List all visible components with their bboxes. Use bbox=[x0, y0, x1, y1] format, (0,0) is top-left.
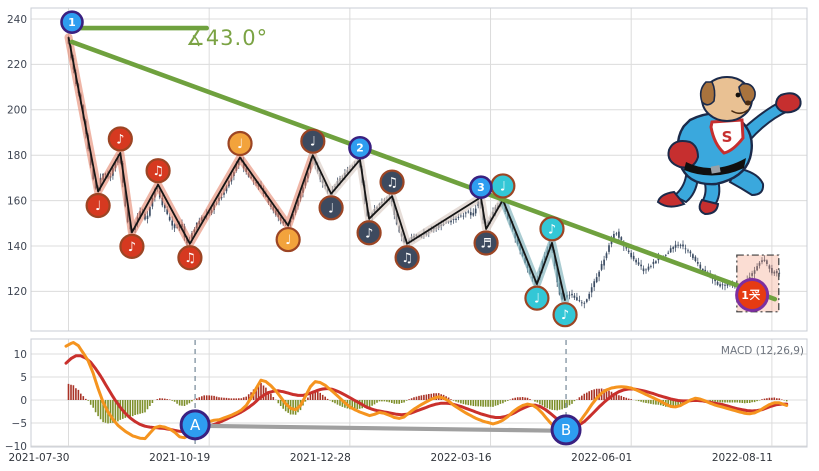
macd-panel-border bbox=[30, 338, 808, 448]
mascot-buckle bbox=[710, 165, 721, 174]
pivot-note-marker bbox=[107, 126, 133, 152]
y-axis-tick-label: 160 bbox=[7, 195, 27, 207]
macd-point-label: A bbox=[190, 416, 201, 434]
glyph-stroke bbox=[752, 291, 755, 294]
note-icon: ♫ bbox=[386, 176, 398, 191]
macd-histogram bbox=[67, 383, 788, 424]
note-icon: ♪ bbox=[365, 226, 373, 241]
y-axis-tick-label: 220 bbox=[7, 59, 27, 71]
y-axis-tick-label: 120 bbox=[7, 286, 27, 298]
glyph-stroke bbox=[750, 289, 760, 294]
mascot-superdog-image: S bbox=[656, 76, 802, 216]
y-axis-tick-label: 200 bbox=[7, 105, 27, 117]
mascot-fist bbox=[774, 92, 802, 114]
note-icon: ♫ bbox=[152, 164, 164, 179]
macd-y-tick-label: 10 bbox=[14, 349, 27, 361]
mascot-shield bbox=[709, 118, 745, 155]
note-icon: ♫ bbox=[401, 251, 413, 266]
pivot-note-marker bbox=[119, 233, 145, 259]
note-icon: ♪ bbox=[561, 308, 569, 323]
main-panel-border bbox=[30, 7, 808, 332]
macd-y-tick-label: −10 bbox=[5, 441, 27, 453]
note-icon: ♩ bbox=[328, 201, 334, 216]
wave-number-marker bbox=[469, 175, 493, 199]
x-axis-date-label: 2021-10-19 bbox=[149, 452, 210, 464]
ab-connector-line bbox=[195, 423, 567, 433]
pivot-note-marker bbox=[539, 216, 565, 242]
note-icon: ♪ bbox=[116, 132, 124, 147]
wave-number-label: 2 bbox=[356, 142, 364, 155]
macd-point-marker bbox=[550, 414, 582, 446]
note-icon: ♩ bbox=[237, 137, 243, 152]
pivot-note-marker bbox=[473, 230, 499, 256]
pivot-note-marker bbox=[394, 245, 420, 271]
mascot-ear bbox=[699, 81, 716, 106]
macd-point-marker bbox=[179, 409, 211, 441]
glyph-stroke bbox=[754, 294, 760, 301]
buy-character-glyph bbox=[749, 289, 761, 301]
note-icon: ♩ bbox=[534, 292, 540, 307]
pivot-note-marker bbox=[227, 130, 253, 157]
pivot-note-marker bbox=[275, 226, 301, 253]
pivot-note-marker bbox=[318, 195, 344, 221]
mascot-nose bbox=[745, 100, 751, 106]
macd-point-label: B bbox=[561, 421, 571, 439]
macd-y-tick-label: 5 bbox=[20, 372, 27, 384]
buy-marker-number: 1 bbox=[741, 289, 749, 302]
mascot-mouth bbox=[731, 109, 749, 115]
macd-lines bbox=[64, 341, 789, 441]
pivot-note-marker bbox=[524, 285, 550, 311]
mascot-belt bbox=[684, 158, 746, 176]
pivot-note-marker bbox=[145, 158, 171, 184]
pivot-note-marker bbox=[300, 128, 326, 154]
zigzag-halo-pale bbox=[308, 151, 507, 248]
pivot-note-marker bbox=[356, 220, 382, 246]
y-axis-tick-label: 240 bbox=[7, 14, 27, 26]
mascot-boot bbox=[656, 190, 686, 208]
wave-number-marker bbox=[60, 10, 84, 34]
wave-number-label: 1 bbox=[68, 16, 76, 29]
pivot-note-marker bbox=[177, 245, 203, 271]
x-axis-date-label: 2022-06-01 bbox=[571, 452, 632, 464]
mascot-shield-letter: S bbox=[722, 128, 733, 146]
mascot-ear bbox=[738, 82, 756, 105]
mascot-boot bbox=[698, 198, 720, 216]
macd-histogram-positive bbox=[67, 383, 783, 400]
note-icon: ♩ bbox=[310, 135, 316, 150]
note-icon: ♪ bbox=[548, 222, 556, 237]
note-icon: ♬ bbox=[480, 236, 492, 251]
x-axis-date-label: 2022-03-16 bbox=[430, 452, 491, 464]
macd-dea-line bbox=[64, 354, 789, 434]
y-axis-tick-label: 140 bbox=[7, 241, 27, 253]
mascot-eye bbox=[735, 92, 741, 98]
x-axis-date-label: 2021-12-28 bbox=[290, 452, 351, 464]
trend-line-diagonal bbox=[69, 39, 778, 302]
x-axis-date-label: 2021-07-30 bbox=[8, 452, 69, 464]
pivot-note-marker bbox=[552, 302, 578, 328]
macd-y-tick-label: 0 bbox=[20, 395, 27, 407]
note-icon: ♩ bbox=[95, 199, 101, 214]
note-icon: ♩ bbox=[500, 179, 506, 194]
wave-number-label: 3 bbox=[477, 181, 485, 194]
note-icon: ♪ bbox=[128, 240, 136, 255]
mascot-glove bbox=[667, 140, 700, 169]
note-icon: ♫ bbox=[184, 251, 196, 266]
angle-annotation: ∡43.0° bbox=[186, 26, 268, 50]
zigzag-halo-teal bbox=[498, 195, 570, 305]
main-price-panel: ♩ ♪ ♪ ♫ ♫ ♩ ♩ ♩ ♩ ♪ ♫ ♫ ♬ ♩ ♩ ♪ ♪ 1 2 3 1 240 220 200 180 160 140 1… bbox=[7, 7, 808, 332]
zigzag-line bbox=[67, 37, 566, 301]
macd-dif-line bbox=[64, 341, 789, 441]
pivot-note-marker bbox=[379, 169, 405, 195]
y-axis-tick-label: 180 bbox=[7, 150, 27, 162]
pivot-note-marker bbox=[85, 192, 111, 219]
macd-indicator-label: MACD (12,26,9) bbox=[721, 345, 804, 357]
note-icon: ♩ bbox=[285, 233, 291, 248]
x-axis-date-label: 2022-08-11 bbox=[712, 452, 773, 464]
wave-number-marker bbox=[348, 135, 372, 160]
macd-y-tick-label: −5 bbox=[12, 418, 27, 430]
glyph-stroke bbox=[754, 291, 758, 294]
